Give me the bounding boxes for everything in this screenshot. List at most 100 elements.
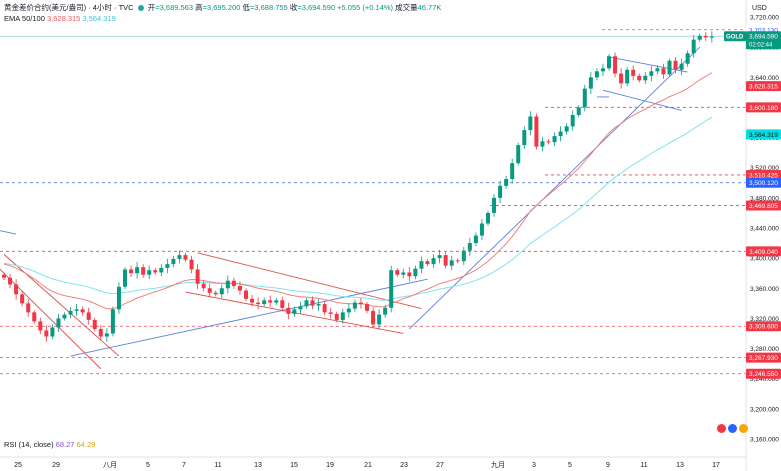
candle-body <box>44 330 49 337</box>
candle <box>110 306 115 337</box>
ema100-line <box>3 116 713 301</box>
candle <box>467 237 472 256</box>
candle-body <box>153 270 158 273</box>
candle <box>679 58 684 76</box>
candle <box>401 268 406 279</box>
candle <box>625 66 630 87</box>
market-open-icon <box>137 5 144 12</box>
candle-body <box>104 333 109 337</box>
candle <box>643 72 648 85</box>
candle <box>20 291 25 307</box>
price-tag-bg <box>746 31 781 50</box>
x-tick-label: 17 <box>712 462 720 469</box>
y-tick-label: 3,200.000 <box>750 406 779 413</box>
candle-body <box>110 309 115 334</box>
ema50-value: 3,628.315 <box>46 14 81 23</box>
candle <box>231 277 236 290</box>
candle <box>183 252 188 262</box>
candle-body <box>98 328 103 337</box>
candle <box>546 139 551 145</box>
candle-body <box>256 302 261 305</box>
event-indicators[interactable] <box>717 424 748 433</box>
candle-body <box>582 88 587 108</box>
level-tag-bg <box>746 352 781 363</box>
candle <box>558 126 563 142</box>
candle-body <box>147 270 152 275</box>
change-value: +5.055 (+0.14%) <box>337 3 394 12</box>
candle <box>219 284 224 299</box>
candle <box>437 249 442 264</box>
candle-body <box>292 309 297 314</box>
candle-body <box>679 63 684 70</box>
candle-body <box>189 259 194 270</box>
candle-body <box>425 261 430 265</box>
candle-body <box>552 136 557 143</box>
candle <box>129 265 134 277</box>
candle-body <box>207 288 212 293</box>
candle <box>44 325 49 342</box>
candle-body <box>389 270 394 308</box>
candle-body <box>171 258 176 265</box>
candle <box>171 255 176 268</box>
candle <box>147 265 152 280</box>
candle <box>352 299 357 312</box>
candle <box>413 265 418 280</box>
y-tick-label: 3,400.000 <box>750 256 779 263</box>
symbol-tag-bg <box>724 31 746 42</box>
us-flag-icon[interactable] <box>728 424 737 433</box>
level-tag-text: 3,469.805 <box>749 203 778 210</box>
candle-body <box>401 272 406 275</box>
candle-body <box>159 267 164 273</box>
level-tag-bg <box>746 169 781 180</box>
candle <box>461 246 466 265</box>
candle-body <box>56 318 61 328</box>
candle-body <box>2 274 6 278</box>
candle-body <box>449 260 454 266</box>
trendline <box>3 254 120 357</box>
candle-body <box>522 130 527 146</box>
candle <box>262 297 267 308</box>
rsi-legend[interactable]: RSI (14, close) 68.27 64.29 <box>4 440 95 449</box>
dividend-icon[interactable] <box>717 424 726 433</box>
candle-body <box>619 73 624 84</box>
candle-body <box>123 269 127 287</box>
candle <box>358 298 363 309</box>
candle-body <box>419 261 424 269</box>
candle <box>552 132 557 146</box>
candle-body <box>135 267 140 274</box>
candle <box>371 307 376 329</box>
eu-flag-icon[interactable] <box>739 424 748 433</box>
candle-body <box>237 286 242 291</box>
candle <box>673 56 678 74</box>
candle-body <box>528 116 533 131</box>
candle-body <box>262 300 267 305</box>
candle-body <box>334 313 339 320</box>
candle <box>92 317 97 332</box>
candle <box>510 158 515 184</box>
time-axis: 25 29 八月 5 7 11 13 15 19 21 23 27 九月 3 5 9 11 13 17 <box>14 460 720 469</box>
candle-body <box>74 309 79 311</box>
candle-body <box>165 264 170 268</box>
candle-body <box>298 306 303 310</box>
candle-body <box>177 255 182 259</box>
x-tick-label: 29 <box>52 462 60 469</box>
candle <box>655 65 660 75</box>
candle <box>268 295 273 308</box>
y-tick-label: 3,640.000 <box>750 75 779 82</box>
trendline <box>602 89 682 111</box>
symbol-title[interactable]: 黄金差价合约(美元/盎司) · 4小时 · TVC <box>4 3 134 12</box>
candle <box>492 194 497 217</box>
x-tick-label: 13 <box>254 462 262 469</box>
candle <box>135 261 140 279</box>
candle-body <box>613 56 618 74</box>
ema100-tag-bg <box>746 129 781 140</box>
candle-body <box>280 300 285 308</box>
ema-legend[interactable]: EMA 50/100 3,628.315 3,564.319 <box>4 14 116 24</box>
candle <box>661 63 666 79</box>
currency-label[interactable]: USD <box>752 5 767 12</box>
candle-body <box>310 300 315 306</box>
candle <box>256 297 261 310</box>
candle <box>697 33 702 42</box>
trendline <box>197 252 422 310</box>
